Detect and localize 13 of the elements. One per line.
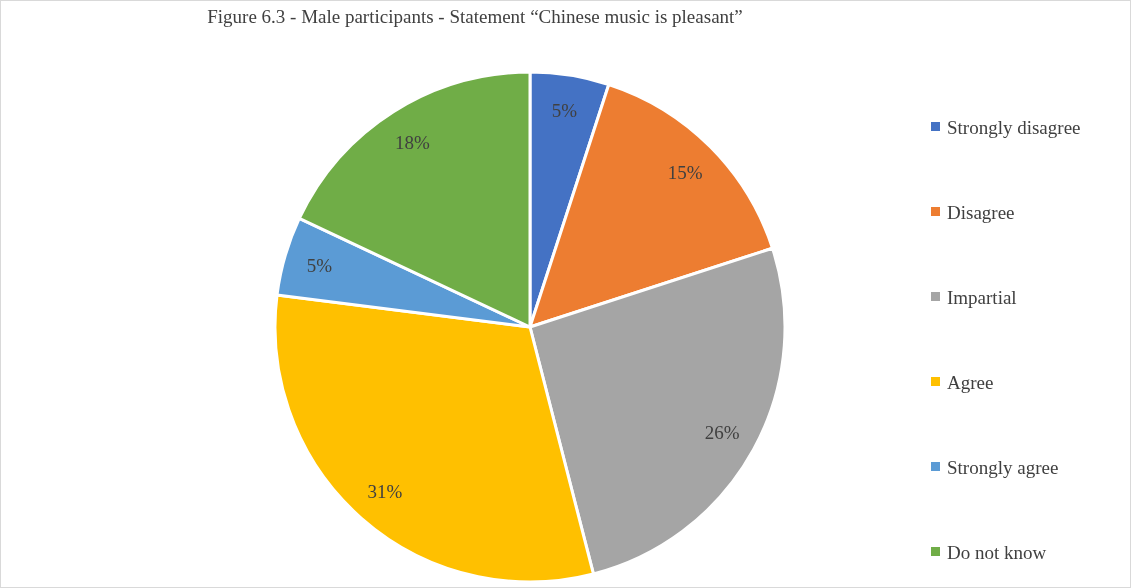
data-label: 31% [367, 481, 403, 503]
chart-title: Figure 6.3 - Male participants - Statement “Chinese music is pleasant” [207, 6, 743, 27]
data-label: 5% [306, 255, 333, 277]
data-label: 18% [395, 131, 431, 153]
legend-label: Strongly agree [947, 456, 1059, 478]
legend-label: Disagree [947, 201, 1015, 223]
data-label: 5% [551, 100, 578, 122]
data-label: 15% [667, 161, 703, 183]
legend-label: Do not know [947, 541, 1047, 563]
data-label: 26% [704, 422, 740, 444]
legend-label: Agree [947, 371, 994, 393]
legend-label: Strongly disagree [947, 116, 1081, 138]
legend-label: Impartial [947, 286, 1017, 308]
